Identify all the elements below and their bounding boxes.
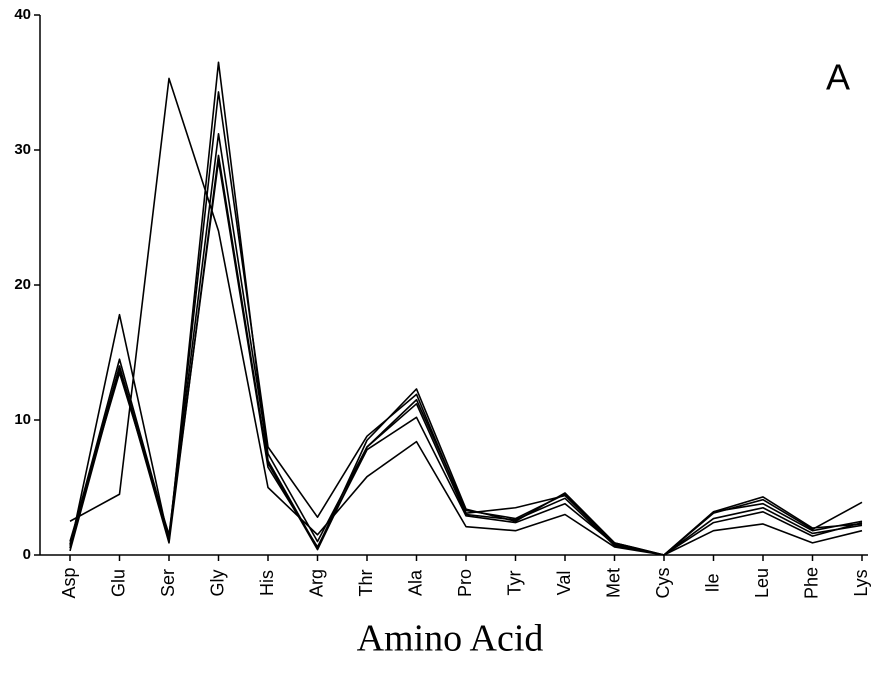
- x-tick-label: Phe: [801, 567, 821, 599]
- x-tick-label: Cys: [653, 568, 673, 599]
- x-tick-label: Lys: [851, 569, 871, 596]
- series-line: [69, 160, 863, 556]
- series-line: [69, 133, 863, 556]
- panel-label: A: [826, 57, 850, 98]
- x-tick-label: Met: [603, 568, 623, 598]
- x-tick-label: Val: [554, 571, 574, 596]
- y-tick-label: 30: [14, 141, 31, 158]
- x-tick-label: Glu: [108, 569, 128, 597]
- x-tick-label: Tyr: [504, 570, 524, 595]
- x-tick-label: Ala: [405, 569, 425, 596]
- x-axis-title: Amino Acid: [357, 618, 544, 660]
- series-line: [69, 61, 863, 556]
- x-tick-label: Asp: [59, 567, 79, 598]
- x-tick-label: Gly: [207, 570, 227, 597]
- series-line: [69, 77, 863, 556]
- y-tick-label: 20: [14, 276, 31, 293]
- x-tick-label: Ile: [702, 573, 722, 592]
- x-tick-label: Leu: [752, 568, 772, 598]
- x-tick-label: Ser: [158, 569, 178, 597]
- series-line: [69, 91, 863, 556]
- y-tick-label: 10: [14, 411, 31, 428]
- y-tick-label: 0: [23, 546, 31, 563]
- x-tick-label: Arg: [306, 569, 326, 597]
- y-tick-label: 40: [14, 6, 31, 23]
- x-tick-label: Pro: [455, 569, 475, 597]
- x-tick-label: Thr: [356, 569, 376, 596]
- x-tick-label: His: [257, 570, 277, 596]
